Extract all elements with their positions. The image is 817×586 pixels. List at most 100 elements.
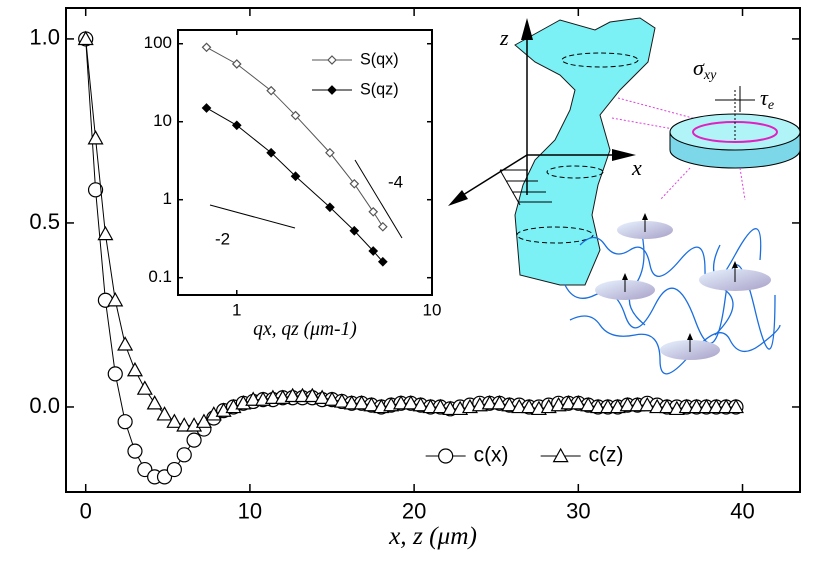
marker <box>599 398 616 414</box>
marker <box>688 398 705 414</box>
marker <box>284 387 301 403</box>
marker <box>560 395 577 410</box>
marker <box>511 398 528 414</box>
legend-label: c(z) <box>589 444 624 467</box>
marker <box>245 391 262 406</box>
marker <box>166 461 182 478</box>
tube-section <box>561 52 639 68</box>
x-tick-label: 30 <box>566 499 590 524</box>
annotation: -2 <box>215 229 230 248</box>
marker <box>325 147 335 158</box>
zoom-line <box>659 167 691 201</box>
marker <box>658 398 676 414</box>
symbol: σ <box>693 55 705 80</box>
marker <box>368 206 379 217</box>
marker <box>727 398 744 414</box>
marker <box>327 55 337 65</box>
marker <box>325 202 335 213</box>
legend-label: S(qz) <box>360 80 399 98</box>
legend-label: S(qx) <box>360 50 399 68</box>
marker <box>87 182 104 198</box>
marker <box>708 398 725 414</box>
marker <box>481 395 498 410</box>
marker <box>156 406 173 421</box>
marker <box>127 443 143 459</box>
legend-label: c(x) <box>474 444 509 467</box>
x-axis-label: x, z (μm) <box>388 522 477 550</box>
marker <box>195 413 212 428</box>
marker <box>438 448 454 464</box>
tube-section <box>546 165 604 179</box>
marker <box>290 171 301 182</box>
molecules <box>595 213 771 360</box>
marker <box>442 400 459 416</box>
marker <box>201 42 212 53</box>
y-axis <box>454 154 528 201</box>
marker <box>77 30 94 46</box>
y-tick-label: 0.1 <box>148 267 172 286</box>
x-tick-label: 10 <box>238 499 262 524</box>
series-line <box>206 107 384 263</box>
marker <box>501 396 518 412</box>
marker <box>314 389 331 404</box>
marker <box>639 396 656 412</box>
subscript: e <box>768 98 774 113</box>
marker <box>87 130 104 145</box>
marker <box>186 432 202 448</box>
marker <box>266 147 276 158</box>
reference-line <box>209 204 296 229</box>
symbol: τ <box>760 85 769 110</box>
marker <box>363 396 380 412</box>
marker <box>649 398 666 414</box>
marker <box>117 336 134 351</box>
inset-chart: 1 10 0.1 1 10 100 qx, qz (μm-1) S(qx) S(qz) -2 -4 <box>144 29 442 340</box>
marker <box>176 417 193 432</box>
arrow <box>448 190 468 206</box>
marker <box>107 292 124 307</box>
flow-tube <box>514 17 656 286</box>
marker <box>266 85 276 96</box>
marker <box>580 396 597 412</box>
shear-line <box>499 169 521 206</box>
marker <box>432 398 449 414</box>
marker <box>402 395 419 410</box>
marker <box>590 398 607 414</box>
marker <box>353 395 370 410</box>
marker <box>304 387 321 403</box>
marker <box>349 225 360 236</box>
series-line <box>206 46 384 228</box>
marker <box>294 387 311 403</box>
x-tick-label: 1 <box>232 301 241 320</box>
marker <box>368 246 379 256</box>
marker <box>117 414 133 430</box>
marker <box>231 59 242 69</box>
marker <box>377 256 388 267</box>
marker <box>392 395 409 410</box>
marker <box>327 85 337 95</box>
marker <box>412 396 429 412</box>
y-tick-label: 0.0 <box>29 393 60 418</box>
marker <box>323 391 341 406</box>
x-axis-label: qx, qz (μm-1) <box>253 319 357 340</box>
zoom-line <box>739 167 746 201</box>
marker <box>333 393 350 408</box>
marker <box>570 395 587 410</box>
marker <box>552 447 569 463</box>
x-tick-label: 40 <box>730 499 754 524</box>
diagram-label: x <box>631 155 642 180</box>
y-tick-label: 1.0 <box>29 25 60 50</box>
x-tick-label: 10 <box>423 301 442 320</box>
marker <box>377 221 388 232</box>
marker <box>146 395 163 410</box>
marker <box>166 413 183 428</box>
velocity-arrows <box>500 169 552 203</box>
y-tick-label: 1 <box>163 189 172 208</box>
marker <box>422 398 439 414</box>
marker <box>343 395 360 410</box>
marker <box>107 366 123 382</box>
y-tick-label: 10 <box>153 111 172 130</box>
subscript: xy <box>703 68 717 83</box>
marker <box>629 396 646 412</box>
